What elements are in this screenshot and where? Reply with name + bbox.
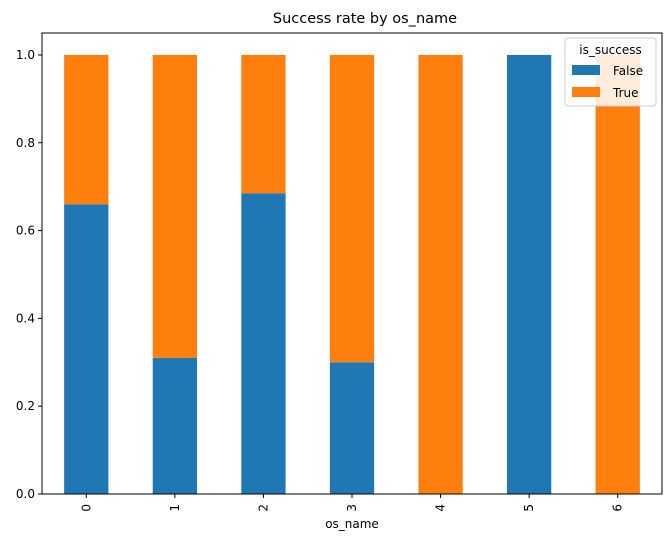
bar-false-0	[64, 204, 109, 495]
x-tick-label: 5	[522, 504, 536, 512]
bar-true-2	[241, 54, 286, 194]
y-tick-label: 1.0	[16, 48, 35, 62]
x-axis-label: os_name	[325, 517, 379, 531]
legend-swatch-true	[572, 87, 600, 97]
y-tick-label: 0.0	[16, 487, 35, 501]
x-tick-label: 2	[256, 504, 270, 512]
x-tick-label: 0	[79, 504, 93, 512]
y-tick-label: 0.2	[16, 399, 35, 413]
legend-swatch-false	[572, 65, 600, 75]
legend-title: is_success	[579, 43, 642, 57]
y-axis: 0.0 0.2 0.4 0.6 0.8 1.0	[16, 48, 42, 501]
bar-false-5	[507, 54, 552, 494]
x-tick-label: 3	[345, 504, 359, 512]
bar-false-1	[152, 357, 197, 494]
y-tick-label: 0.6	[16, 224, 35, 238]
x-tick-label: 6	[611, 504, 625, 512]
bar-true-4	[418, 54, 463, 494]
y-tick-label: 0.8	[16, 136, 35, 150]
bar-false-3	[329, 362, 375, 494]
legend-label-true: True	[612, 86, 639, 100]
bar-true-3	[329, 54, 375, 363]
chart-title: Success rate by os_name	[273, 11, 457, 27]
bar-true-0	[64, 54, 109, 205]
legend: is_success False True	[564, 37, 657, 107]
x-tick-label: 4	[434, 504, 448, 512]
bar-true-1	[152, 54, 197, 358]
x-tick-label: 1	[168, 504, 182, 512]
bar-true-6	[595, 54, 640, 494]
bars-layer	[64, 54, 640, 495]
y-tick-label: 0.4	[16, 311, 35, 325]
legend-label-false: False	[613, 64, 643, 78]
x-axis: 0 1 2 3 4 5 6	[79, 494, 625, 512]
bar-false-2	[241, 193, 286, 494]
